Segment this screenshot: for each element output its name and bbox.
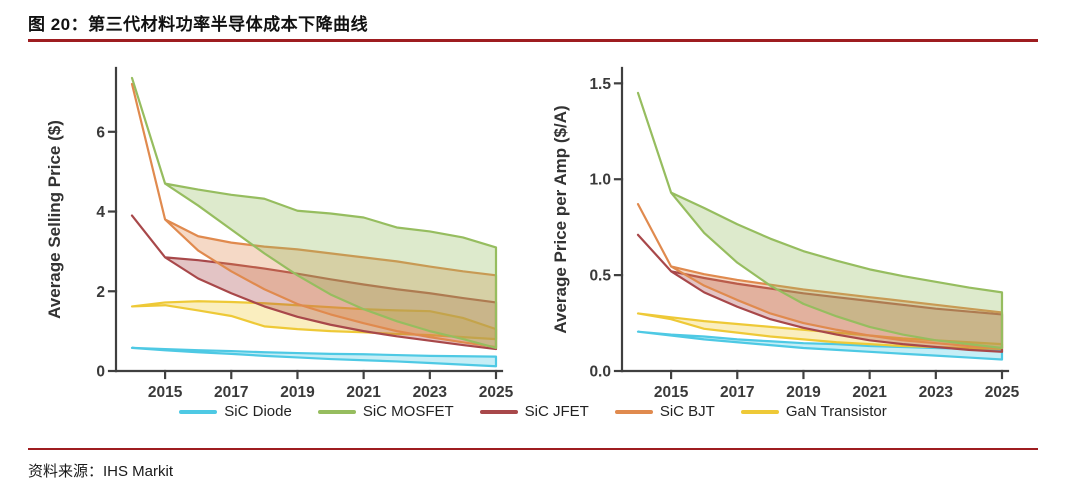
title-rule bbox=[28, 39, 1038, 42]
svg-text:4: 4 bbox=[96, 204, 105, 221]
legend-label: SiC Diode bbox=[224, 403, 292, 420]
svg-text:2: 2 bbox=[96, 284, 105, 301]
svg-text:2017: 2017 bbox=[720, 384, 754, 401]
svg-text:1.0: 1.0 bbox=[589, 172, 611, 189]
svg-text:Average Price per Amp ($/A): Average Price per Amp ($/A) bbox=[551, 105, 570, 333]
svg-text:0: 0 bbox=[96, 364, 105, 381]
legend-item: SiC Diode bbox=[179, 403, 292, 420]
svg-text:2023: 2023 bbox=[413, 384, 448, 401]
legend-item: SiC BJT bbox=[614, 403, 715, 420]
svg-text:2019: 2019 bbox=[280, 384, 315, 401]
legend-label: SiC MOSFET bbox=[362, 403, 454, 420]
svg-text:6: 6 bbox=[96, 124, 105, 141]
legend: SiC Diode SiC MOSFET SiC JFET SiC BJT GaN Tr… bbox=[0, 403, 1066, 420]
svg-text:0.5: 0.5 bbox=[589, 268, 611, 285]
legend-swatch-sic-bjt bbox=[614, 409, 653, 414]
legend-item: SiC MOSFET bbox=[317, 403, 454, 420]
chart-average-selling-price: 0 2 4 6 2015 2017 2019 2021 2023 2025 Average Sell… bbox=[45, 66, 514, 401]
svg-text:Average Selling Price ($): Average Selling Price ($) bbox=[45, 120, 64, 319]
band-sic-mosfet bbox=[636, 91, 1004, 350]
svg-text:2017: 2017 bbox=[214, 384, 248, 401]
svg-text:2021: 2021 bbox=[346, 384, 381, 401]
figure-title: 图 20：第三代材料功率半导体成本下降曲线 bbox=[28, 15, 369, 34]
band-sic-diode bbox=[636, 330, 1004, 361]
legend-label: SiC JFET bbox=[524, 403, 589, 420]
source-label: 资料来源：IHS Markit bbox=[28, 463, 174, 480]
legend-label: GaN Transistor bbox=[785, 403, 887, 420]
legend-label: SiC BJT bbox=[659, 403, 715, 420]
svg-text:2015: 2015 bbox=[148, 384, 183, 401]
svg-text:2019: 2019 bbox=[786, 384, 821, 401]
svg-text:0.0: 0.0 bbox=[589, 364, 611, 381]
band-sic-mosfet bbox=[130, 76, 498, 349]
legend-swatch-sic-diode bbox=[179, 409, 218, 414]
legend-swatch-sic-mosfet bbox=[317, 409, 356, 414]
svg-text:2025: 2025 bbox=[479, 384, 514, 401]
legend-swatch-sic-jfet bbox=[479, 409, 518, 414]
svg-text:2021: 2021 bbox=[852, 384, 887, 401]
legend-swatch-gan-transistor bbox=[740, 409, 779, 414]
charts-row: 0 2 4 6 2015 2017 2019 2021 2023 2025 Average Sell… bbox=[36, 54, 1042, 402]
svg-text:2023: 2023 bbox=[919, 384, 954, 401]
legend-item: SiC JFET bbox=[479, 403, 589, 420]
svg-text:2015: 2015 bbox=[654, 384, 689, 401]
footer-rule bbox=[28, 448, 1038, 450]
svg-text:1.5: 1.5 bbox=[589, 76, 611, 93]
band-sic-diode bbox=[130, 346, 498, 368]
chart-average-price-per-amp: 0.0 0.5 1.0 1.5 2015 2017 2019 2021 2023 2025 Aver… bbox=[551, 66, 1020, 401]
legend-item: GaN Transistor bbox=[740, 403, 887, 420]
svg-text:2025: 2025 bbox=[985, 384, 1020, 401]
